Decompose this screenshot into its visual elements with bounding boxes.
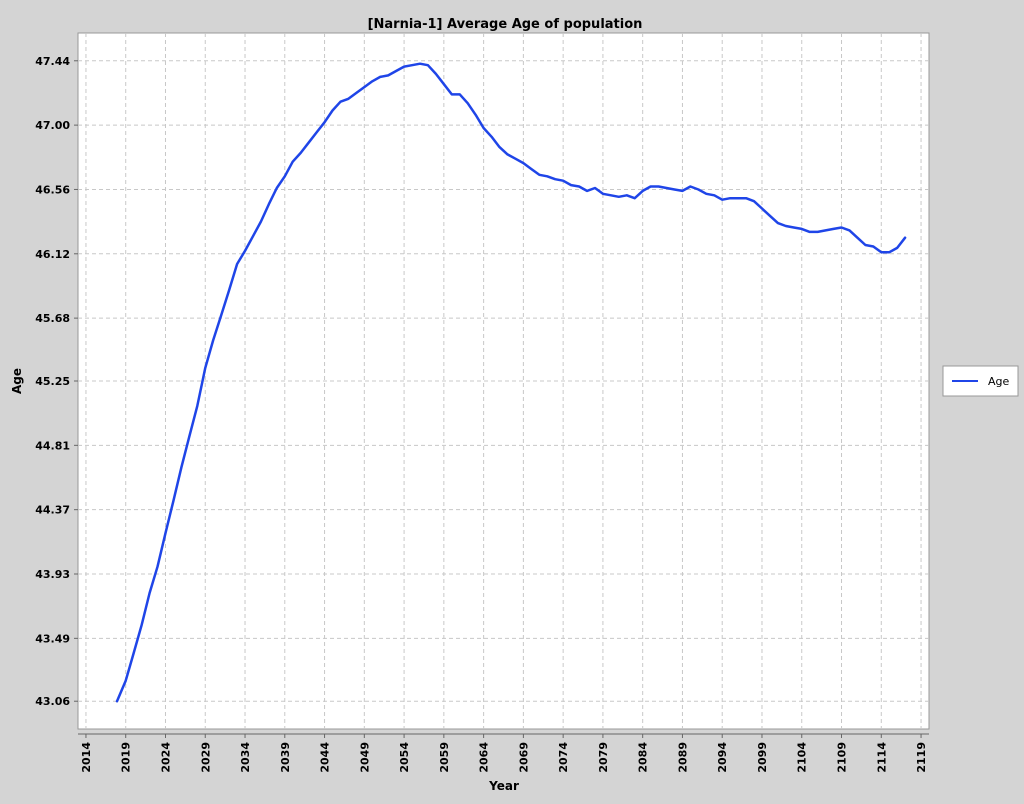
y-tick-label: 46.12 — [35, 248, 70, 261]
x-tick-label: 2094 — [716, 742, 729, 773]
x-tick-label: 2034 — [239, 742, 252, 773]
y-tick-label: 44.37 — [35, 504, 70, 517]
x-tick-label: 2044 — [319, 742, 332, 773]
y-tick-label: 43.06 — [35, 695, 70, 708]
chart-title: [Narnia-1] Average Age of population — [368, 17, 643, 32]
y-tick-label: 46.56 — [35, 183, 70, 196]
x-tick-label: 2029 — [199, 742, 212, 773]
x-tick-label: 2054 — [398, 742, 411, 773]
axes: 43.06 43.49 43.93 44.37 44.81 45.25 45.68 46.12… — [35, 55, 929, 773]
legend-label-age: Age — [988, 375, 1010, 388]
series-layer — [115, 62, 907, 703]
y-tick-label: 44.81 — [35, 439, 70, 452]
x-tick-label: 2059 — [438, 742, 451, 773]
x-tick-label: 2069 — [517, 742, 530, 773]
y-tick-label: 43.93 — [35, 568, 70, 581]
x-axis-label: Year — [488, 779, 519, 793]
x-tick-label: 2074 — [557, 742, 570, 773]
x-tick-label: 2019 — [120, 742, 133, 773]
legend: Age — [942, 365, 1019, 397]
y-tick-label: 45.68 — [35, 312, 70, 325]
x-tick-label: 2114 — [875, 742, 888, 773]
y-tick-label: 47.00 — [35, 119, 70, 132]
y-tick-label: 47.44 — [35, 55, 70, 68]
y-tick-label: 45.25 — [35, 375, 70, 388]
x-tick-label: 2084 — [637, 742, 650, 773]
x-tick-label: 2039 — [279, 742, 292, 773]
x-tick-label: 2079 — [597, 742, 610, 773]
x-tick-label: 2099 — [756, 742, 769, 773]
x-tick-label: 2024 — [159, 742, 172, 773]
x-tick-label: 2014 — [80, 742, 93, 773]
y-tick-label: 43.49 — [35, 632, 70, 645]
x-tick-label: 2109 — [836, 742, 849, 773]
x-tick-label: 2104 — [796, 742, 809, 773]
grid-lines — [78, 33, 929, 729]
x-tick-label: 2089 — [676, 742, 689, 773]
series-line-age — [115, 62, 907, 703]
x-tick-label: 2119 — [915, 742, 928, 773]
y-axis-label: Age — [10, 368, 24, 394]
x-tick-label: 2049 — [358, 742, 371, 773]
x-tick-label: 2064 — [478, 742, 491, 773]
